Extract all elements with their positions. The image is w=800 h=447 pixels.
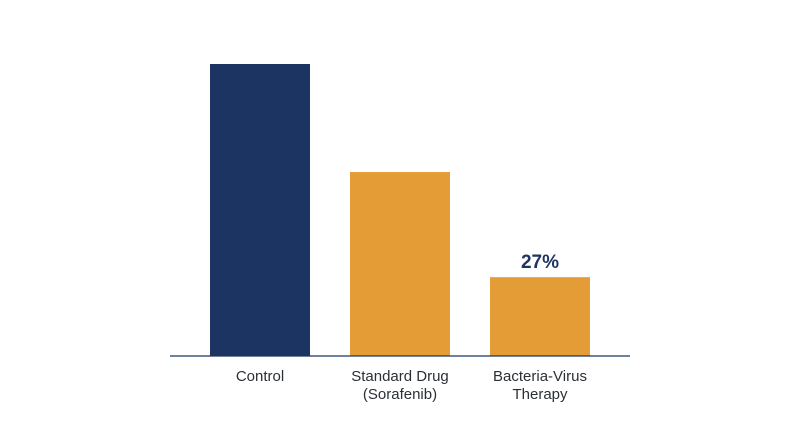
bar-3 bbox=[490, 277, 590, 356]
bar-2 bbox=[350, 172, 450, 356]
bar-1 bbox=[210, 64, 310, 356]
category-label-3: Bacteria-Virus Therapy bbox=[493, 368, 587, 403]
category-label-2: Standard Drug (Sorafenib) bbox=[351, 368, 449, 403]
labels-layer: Control Standard Drug (Sorafenib) Bacteria-… bbox=[236, 252, 587, 403]
category-label-1: Control bbox=[236, 368, 284, 385]
data-label-3: 27% bbox=[521, 252, 559, 273]
bars-layer bbox=[210, 64, 590, 356]
